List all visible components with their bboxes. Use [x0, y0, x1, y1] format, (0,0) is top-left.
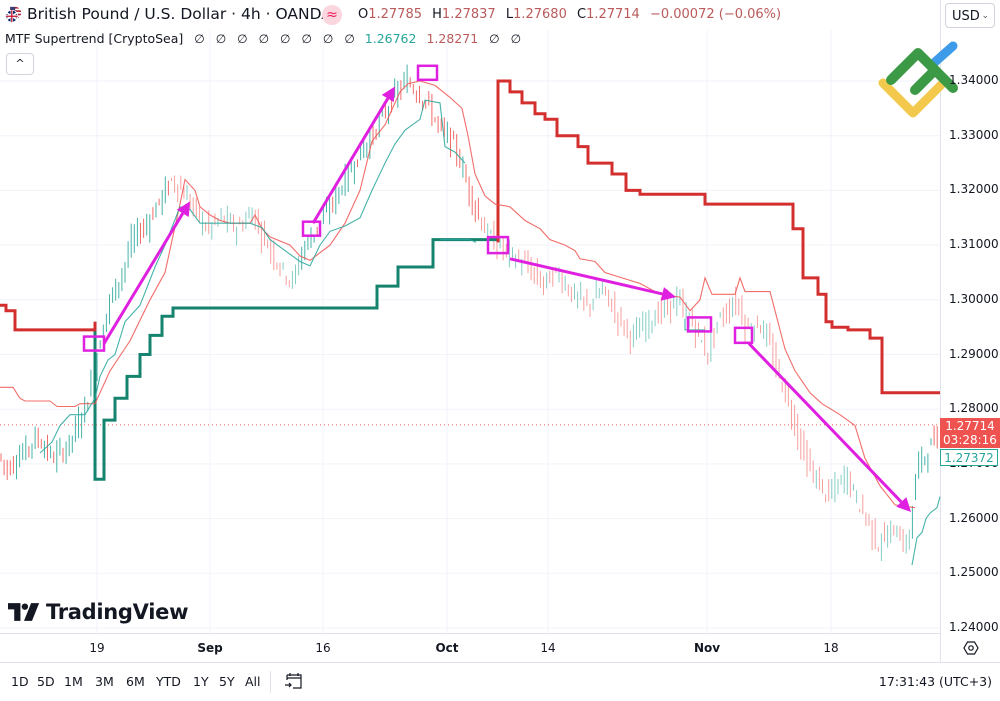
annotation-arrow-head-icon — [896, 497, 911, 513]
range-5y-button[interactable]: 5Y — [219, 674, 235, 689]
supertrend-htf-line — [0, 303, 97, 332]
litefinance-logo-icon — [878, 41, 958, 118]
supertrend-ltf-line — [911, 496, 941, 566]
ohlc-close-value: 1.27714 — [586, 7, 640, 22]
range-all-button[interactable]: All — [245, 674, 261, 689]
indicator-legend[interactable]: MTF Supertrend [CryptoSea] ∅ ∅ ∅ ∅ ∅ ∅ ∅… — [5, 31, 521, 46]
ohlc-values: O1.27785 H1.27837 L1.27680 C1.27714 −0.0… — [358, 7, 781, 22]
supertrend-ltf-line — [0, 80, 916, 509]
ohlc-high-value: 1.27837 — [441, 7, 496, 22]
indicator-value-red: 1.28271 — [426, 31, 479, 46]
ohlc-high: H1.27837 — [432, 7, 496, 22]
ohlc-low-value: 1.27680 — [513, 7, 567, 22]
annotation-arrow — [747, 342, 903, 503]
time-label-18: 18 — [823, 641, 839, 655]
indicator-na-value: ∅ — [194, 32, 205, 46]
time-label-16: 16 — [315, 641, 331, 655]
annotation-arrow — [311, 97, 390, 224]
ohlc-close: C1.27714 — [577, 7, 640, 22]
tradingview-logo-text: TradingView — [46, 600, 189, 624]
price-label: 1.25000 — [949, 565, 999, 580]
time-label-19: 19 — [89, 641, 105, 655]
indicator-na-value: ∅ — [258, 32, 270, 46]
collapse-legend-button[interactable]: ^ — [6, 53, 34, 75]
time-label-oct: Oct — [435, 641, 459, 655]
range-1m-button[interactable]: 1M — [64, 674, 83, 689]
indicator-na-value: ∅ — [489, 32, 500, 46]
indicator-value-green: 1.26762 — [364, 31, 417, 46]
supertrend-ltf-line — [440, 239, 477, 243]
range-1d-button[interactable]: 1D — [11, 674, 29, 689]
tradingview-logo[interactable]: TradingView — [8, 600, 189, 624]
annotation-arrow — [102, 212, 185, 345]
price-label: 1.32000 — [949, 182, 999, 197]
indicator-na-value: ∅ — [322, 32, 334, 46]
range-6m-button[interactable]: 6M — [126, 674, 145, 689]
annotation-box — [733, 326, 754, 345]
currency-select-value: USD — [952, 9, 980, 24]
annotation-box — [486, 235, 510, 255]
go-to-date-icon[interactable] — [284, 671, 304, 691]
toolbar-divider — [270, 671, 271, 693]
supertrend-ltf-line — [684, 318, 705, 331]
annotation-arrow — [509, 257, 663, 296]
range-3m-button[interactable]: 3M — [95, 674, 114, 689]
symbol-title[interactable]: British Pound / U.S. Dollar · 4h · OANDA — [27, 5, 332, 23]
supertrend-price-tag: 1.27372 — [940, 449, 998, 466]
bar-countdown: 03:28:16 — [943, 433, 997, 447]
time-label-14: 14 — [540, 641, 556, 655]
price-label: 1.34000 — [949, 73, 999, 87]
time-axis[interactable]: 19 Sep 16 Oct 14 Nov 18 — [0, 633, 940, 662]
price-change: −0.00072 (−0.06%) — [649, 7, 782, 22]
price-label: 1.24000 — [949, 620, 999, 634]
supertrend-ltf-line — [39, 99, 466, 454]
indicator-na-value: ∅ — [344, 32, 355, 46]
price-label: 1.31000 — [949, 237, 999, 252]
indicator-na-value: ∅ — [301, 32, 312, 46]
indicator-na-value: ∅ — [237, 32, 248, 46]
indicator-na-value: ∅ — [510, 32, 522, 46]
ohlc-low-key: L — [505, 7, 514, 22]
ohlc-low: L1.27680 — [506, 7, 567, 22]
chart-header: British Pound / U.S. Dollar · 4h · OANDA… — [0, 0, 940, 30]
market-status-icon[interactable]: ≈ — [322, 5, 342, 25]
last-price-tag: 1.27714 03:28:16 — [940, 418, 1000, 448]
time-label-sep: Sep — [197, 641, 223, 655]
tradingview-logo-icon — [8, 603, 40, 621]
range-ytd-button[interactable]: YTD — [156, 674, 181, 689]
indicator-name[interactable]: MTF Supertrend [CryptoSea] — [5, 31, 184, 46]
range-5d-button[interactable]: 5D — [37, 674, 55, 689]
indicator-na-value: ∅ — [215, 32, 227, 46]
annotation-arrow-head-icon — [176, 201, 190, 217]
indicator-na-value: ∅ — [280, 32, 291, 46]
price-label: 1.30000 — [949, 291, 999, 306]
chevron-down-icon: ⌄ — [981, 11, 989, 21]
annotation-box — [686, 316, 713, 333]
ohlc-open-value: 1.27785 — [368, 7, 422, 22]
price-label: 1.33000 — [949, 127, 999, 142]
gbp-usd-flag-icon — [5, 6, 22, 23]
currency-select[interactable]: USD ⌄ — [945, 3, 995, 28]
price-label: 1.28000 — [949, 401, 999, 416]
annotation-box — [416, 64, 439, 82]
range-1y-button[interactable]: 1Y — [193, 674, 209, 689]
time-label-nov: Nov — [693, 641, 721, 655]
supertrend-htf-line — [496, 79, 940, 395]
annotation-box — [301, 220, 322, 237]
ohlc-open-key: O — [358, 7, 369, 22]
price-label: 1.29000 — [949, 346, 999, 361]
chart-settings-icon[interactable] — [963, 640, 979, 656]
last-price-value: 1.27714 — [945, 419, 995, 433]
supertrend-htf-line — [93, 238, 497, 481]
bottom-toolbar: 1D 5D 1M 3M 6M YTD 1Y 5Y All 17:31:43 (U… — [0, 662, 1000, 701]
ohlc-open: O1.27785 — [358, 7, 422, 22]
ohlc-high-key: H — [432, 7, 442, 22]
chevron-up-icon: ^ — [15, 57, 25, 70]
price-label: 1.26000 — [949, 510, 999, 525]
ohlc-close-key: C — [576, 7, 587, 22]
annotation-arrow-head-icon — [660, 287, 676, 301]
timezone-clock[interactable]: 17:31:43 (UTC+3) — [878, 674, 992, 689]
annotation-arrow-head-icon — [381, 86, 395, 103]
